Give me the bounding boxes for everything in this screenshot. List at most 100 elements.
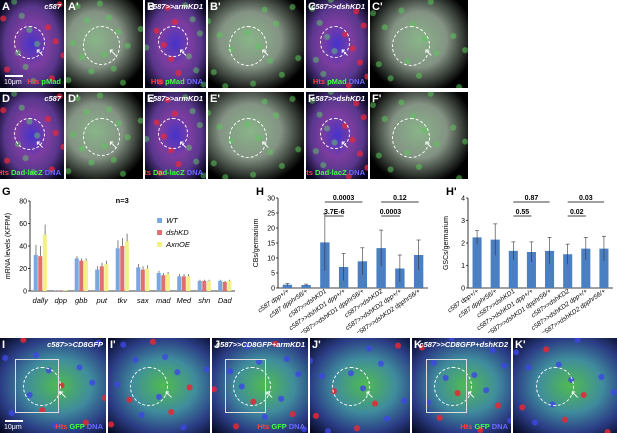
zoom-inset-box — [14, 358, 60, 414]
niche-outline — [23, 366, 62, 407]
micrograph-panel-a-prime: ↖ A' — [66, 0, 143, 88]
niche-outline — [319, 26, 350, 58]
bar — [120, 246, 125, 291]
panel-label: F — [308, 93, 315, 105]
bar — [99, 266, 104, 291]
panel-label: I — [2, 339, 6, 351]
bar — [202, 280, 207, 291]
x-tick-label: Med — [176, 296, 191, 305]
y-tick-label: 2 — [461, 241, 465, 248]
bar — [526, 252, 536, 288]
bar — [581, 248, 591, 288]
bar — [227, 280, 232, 291]
bar — [545, 250, 555, 288]
stain-term: DNA — [348, 77, 365, 86]
p-value-label: 0.0003 — [380, 209, 402, 216]
stain-term: Hts — [27, 77, 42, 86]
panel-label: K' — [515, 339, 526, 351]
bar — [282, 284, 293, 288]
stain-term: pMad — [327, 77, 349, 86]
panel-label: A' — [68, 1, 79, 13]
arrow-icon: ↖ — [340, 138, 350, 151]
x-tick-label: dally — [33, 296, 50, 305]
stain-term: DNA — [288, 422, 305, 431]
panel-label: J — [214, 339, 221, 351]
panel-label: B' — [210, 1, 221, 13]
stain-legend: Hts pMad DNA — [313, 77, 365, 86]
panel-label: H' — [446, 186, 457, 198]
panel-label: C' — [372, 1, 383, 13]
panel-label: G — [2, 186, 11, 198]
arrow-icon: ↖ — [466, 389, 476, 402]
scale-bar-label: 10μm — [4, 424, 22, 431]
stain-term: GFP — [474, 422, 492, 431]
bar — [599, 248, 609, 288]
panel-label: K — [414, 339, 422, 351]
stain-term: Hts — [55, 422, 70, 431]
y-tick-label: 60 — [19, 221, 27, 228]
x-tick-label: sax — [137, 296, 149, 305]
bar — [301, 285, 311, 288]
arrow-icon: ↖ — [108, 138, 118, 151]
scale-bar — [5, 420, 23, 422]
bar — [95, 269, 100, 291]
niche-outline — [332, 366, 370, 407]
arrow-icon: ↖ — [164, 389, 174, 402]
arrow-icon: ↖ — [260, 47, 271, 60]
bar — [140, 269, 145, 291]
y-tick-label: 80 — [19, 199, 27, 206]
genotype-label: c587>>dshKD1 — [311, 2, 365, 11]
p-value-label: 0.55 — [516, 209, 530, 216]
micrograph-panel-f-prime: ↖ F' — [370, 92, 468, 179]
stain-legend: Hts Dad-lacZ DNA — [145, 168, 203, 177]
x-tick-label: dpp — [54, 296, 67, 305]
x-tick-label: gbb — [75, 296, 88, 305]
y-axis-label: CBs/germarium — [253, 219, 260, 268]
bar — [38, 256, 43, 291]
stain-legend: Hts GFP DNA — [257, 422, 305, 431]
panel-label: E — [147, 93, 155, 105]
niche-outline — [82, 26, 120, 65]
bar — [58, 290, 63, 291]
arrow-icon: ↖ — [260, 138, 271, 151]
niche-outline — [319, 118, 350, 150]
bar — [218, 280, 223, 291]
panel-label: F' — [372, 93, 382, 105]
x-tick-label: tkv — [117, 296, 128, 305]
niche-outline — [130, 366, 169, 407]
genotype-label: c587>>dshKD1 — [311, 94, 365, 103]
arrow-icon: ↖ — [178, 138, 188, 151]
arrow-icon: ↖ — [35, 47, 45, 60]
niche-outline — [535, 366, 574, 407]
panel-label: D — [2, 93, 10, 105]
micrograph-panel-e-prime: ↖ E' — [208, 92, 304, 179]
zoom-inset-box — [225, 358, 266, 414]
stain-legend: Hts GFP DNA — [460, 422, 508, 431]
arrow-icon: ↖ — [365, 389, 375, 402]
arrow-icon: ↖ — [58, 389, 68, 402]
bar — [206, 280, 211, 291]
stain-term: Hts — [312, 77, 328, 86]
legend-swatch — [157, 242, 163, 247]
bar — [186, 276, 191, 291]
bar — [136, 267, 141, 291]
micrograph-panel-b-prime: ↖ B' — [208, 0, 304, 88]
legend-label: AxnOE — [165, 240, 191, 249]
y-tick-label: 40 — [19, 244, 27, 251]
bar — [490, 239, 500, 288]
stain-legend: Hts pMad DNA — [151, 77, 203, 86]
arrow-icon: ↖ — [570, 389, 580, 402]
stain-term: pMad — [165, 77, 187, 86]
bar — [83, 260, 88, 291]
stain-term: Dad-lacZ — [314, 168, 349, 177]
y-tick-label: 0 — [461, 286, 465, 293]
y-tick-label: 25 — [267, 211, 275, 218]
niche-outline — [158, 26, 188, 58]
panel-label: I' — [110, 339, 116, 351]
